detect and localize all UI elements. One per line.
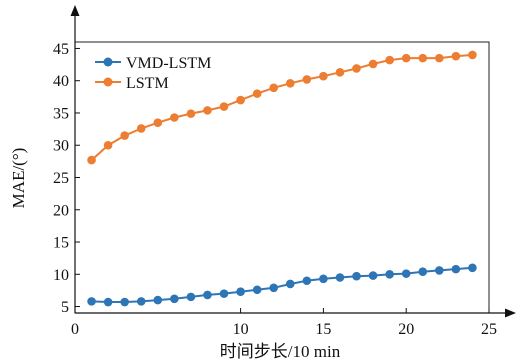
data-point-lstm	[468, 50, 477, 60]
data-point-vmd-lstm	[103, 297, 113, 307]
data-point-vmd-lstm	[186, 292, 196, 302]
data-point-lstm	[252, 89, 262, 98]
data-point-vmd-lstm	[451, 264, 461, 274]
x-axis-arrow-icon	[505, 308, 516, 318]
data-point-vmd-lstm	[120, 297, 129, 307]
x-tick-label: 20	[398, 321, 414, 338]
legend-label-lstm: LSTM	[126, 75, 169, 92]
y-tick-label: 30	[53, 138, 69, 155]
y-tick-label: 5	[61, 299, 69, 316]
series-line-vmd-lstm	[91, 266, 473, 303]
x-tick-label: 15	[315, 321, 331, 338]
data-point-vmd-lstm	[153, 295, 163, 305]
y-tick-label: 35	[53, 105, 69, 122]
data-point-vmd-lstm	[468, 263, 477, 273]
data-point-vmd-lstm	[335, 273, 345, 282]
y-tick-label: 15	[53, 235, 69, 252]
data-point-vmd-lstm	[302, 276, 312, 286]
data-point-lstm	[319, 71, 328, 81]
data-point-lstm	[418, 53, 428, 63]
data-point-vmd-lstm	[368, 271, 378, 280]
data-point-lstm	[401, 53, 411, 63]
data-point-vmd-lstm	[236, 287, 245, 297]
x-ticks: 0 10 15 20 25	[71, 308, 497, 338]
data-point-vmd-lstm	[219, 289, 229, 298]
data-point-vmd-lstm	[269, 283, 279, 293]
data-point-vmd-lstm	[252, 285, 262, 295]
data-point-lstm	[352, 64, 361, 73]
y-tick-label: 25	[53, 170, 69, 187]
y-ticks: 5 10 15 20 25 30 35 40 45	[53, 41, 80, 316]
data-point-vmd-lstm	[170, 294, 179, 304]
data-point-lstm	[136, 124, 146, 133]
y-axis-label: MAE/(°)	[9, 148, 28, 209]
y-tick-label: 40	[53, 73, 69, 90]
data-point-lstm	[103, 140, 113, 150]
data-point-vmd-lstm	[401, 269, 411, 278]
data-point-vmd-lstm	[435, 266, 444, 275]
data-point-lstm	[285, 78, 295, 88]
x-tick-label: 10	[233, 321, 249, 338]
data-point-lstm	[219, 102, 229, 111]
data-point-vmd-lstm	[285, 279, 295, 289]
data-point-vmd-lstm	[352, 271, 361, 281]
data-point-vmd-lstm	[319, 274, 328, 284]
data-point-lstm	[269, 83, 279, 93]
data-point-lstm	[236, 95, 245, 105]
legend-marker-lstm	[103, 77, 113, 87]
y-tick-label: 45	[53, 41, 69, 58]
data-point-lstm	[120, 131, 129, 140]
data-point-lstm	[385, 55, 394, 65]
y-tick-label: 20	[53, 202, 69, 219]
series-layer	[87, 50, 477, 307]
data-point-vmd-lstm	[136, 297, 146, 306]
legend: VMD-LSTM LSTM	[95, 55, 211, 92]
data-point-lstm	[435, 53, 444, 63]
data-point-lstm	[335, 68, 345, 77]
data-point-lstm	[170, 113, 179, 122]
x-tick-label: 25	[481, 321, 497, 338]
x-axis-label: 时间步长/10 min	[220, 342, 341, 361]
data-point-vmd-lstm	[418, 267, 428, 277]
legend-label-vmd-lstm: VMD-LSTM	[126, 55, 211, 72]
data-point-vmd-lstm	[203, 290, 212, 300]
data-point-lstm	[302, 75, 312, 84]
y-axis-arrow-icon	[70, 5, 80, 16]
data-point-lstm	[87, 155, 96, 165]
y-tick-label: 10	[53, 267, 69, 284]
data-point-vmd-lstm	[87, 297, 96, 306]
data-point-lstm	[186, 109, 196, 118]
x-tick-label: 0	[71, 321, 79, 338]
legend-marker-vmd-lstm	[103, 57, 113, 67]
data-point-lstm	[368, 59, 378, 69]
data-point-lstm	[203, 106, 212, 115]
data-point-vmd-lstm	[385, 269, 394, 279]
data-point-lstm	[451, 51, 461, 61]
data-point-lstm	[153, 118, 163, 127]
